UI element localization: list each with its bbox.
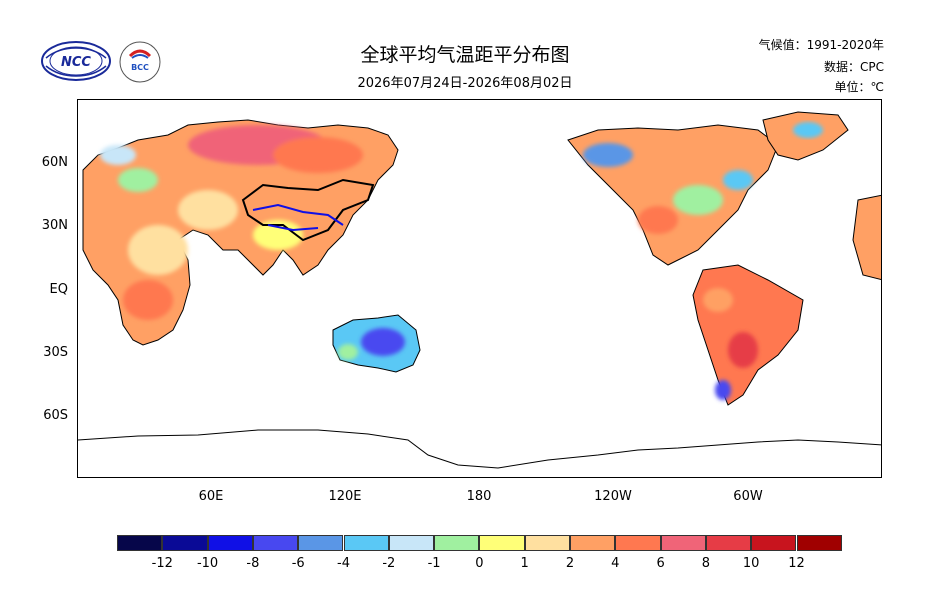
colorbar bbox=[117, 535, 842, 551]
colorbar-swatch bbox=[388, 535, 435, 551]
lon-label-120e: 120E bbox=[328, 489, 362, 504]
colorbar-swatch bbox=[343, 535, 389, 551]
colorbar-label: -2 bbox=[382, 556, 396, 571]
colorbar-swatch bbox=[705, 535, 752, 551]
colorbar-swatch bbox=[751, 535, 797, 551]
colorbar-swatch bbox=[298, 535, 344, 551]
unit-note: 单位：℃ bbox=[834, 80, 884, 94]
lon-label-120w: 120W bbox=[594, 489, 632, 504]
colorbar-label: -1 bbox=[427, 556, 441, 571]
colorbar-label: 10 bbox=[742, 556, 760, 571]
colorbar-label: 1 bbox=[520, 556, 529, 571]
china-river-blue bbox=[252, 203, 344, 226]
lon-label-60w: 60W bbox=[733, 489, 763, 504]
colorbar-swatch bbox=[162, 535, 208, 551]
colorbar-swatch bbox=[524, 535, 570, 551]
colorbar-swatch bbox=[479, 535, 525, 551]
colorbar-label: 12 bbox=[788, 556, 805, 571]
source-note: 数据：CPC bbox=[824, 60, 884, 74]
colorbar-label: -8 bbox=[246, 556, 260, 571]
lat-label-30n: 30N bbox=[41, 218, 68, 233]
colorbar-label: -12 bbox=[151, 556, 173, 571]
colorbar-swatch bbox=[570, 535, 616, 551]
china-border-black bbox=[241, 178, 375, 242]
lon-label-60e: 60E bbox=[198, 489, 224, 504]
map-subtitle: 2026年07月24日-2026年08月02日 bbox=[357, 76, 573, 91]
landmass-west-africa-edge bbox=[852, 194, 881, 281]
anomaly-blobs-eurasia bbox=[100, 125, 363, 320]
antarctica-coastline bbox=[78, 429, 881, 469]
baseline-note: 气候值：1991-2020年 bbox=[758, 38, 884, 52]
colorbar-swatch bbox=[207, 535, 253, 551]
colorbar-label: 8 bbox=[701, 556, 711, 571]
colorbar-swatch bbox=[660, 535, 706, 551]
colorbar-swatch bbox=[252, 535, 299, 551]
lat-label-eq: EQ bbox=[49, 282, 68, 297]
china-river-blue-2 bbox=[267, 224, 319, 232]
map-title: 全球平均气温距平分布图 bbox=[360, 44, 570, 66]
colorbar-swatch bbox=[796, 535, 842, 551]
ncc-logo: NCC bbox=[40, 40, 112, 82]
colorbar-label: 2 bbox=[565, 556, 575, 571]
ncc-logo-text: NCC bbox=[61, 55, 91, 70]
bcc-logo-text: BCC bbox=[131, 63, 149, 72]
lon-label-180: 180 bbox=[466, 489, 492, 504]
colorbar-label: 6 bbox=[656, 556, 665, 571]
colorbar-label: -6 bbox=[291, 556, 305, 571]
anomaly-map bbox=[77, 99, 882, 478]
colorbar-swatch bbox=[117, 535, 163, 551]
lat-label-60s: 60S bbox=[43, 408, 68, 423]
colorbar-label: -4 bbox=[337, 556, 350, 571]
colorbar-label: 4 bbox=[611, 556, 620, 571]
colorbar-swatch bbox=[615, 535, 661, 551]
lat-label-30s: 30S bbox=[43, 345, 68, 360]
colorbar-label: -10 bbox=[196, 556, 219, 571]
colorbar-label: 0 bbox=[475, 556, 484, 571]
colorbar-swatch bbox=[434, 535, 480, 551]
bcc-logo: BCC bbox=[118, 40, 162, 84]
lat-label-60n: 60N bbox=[41, 155, 68, 170]
